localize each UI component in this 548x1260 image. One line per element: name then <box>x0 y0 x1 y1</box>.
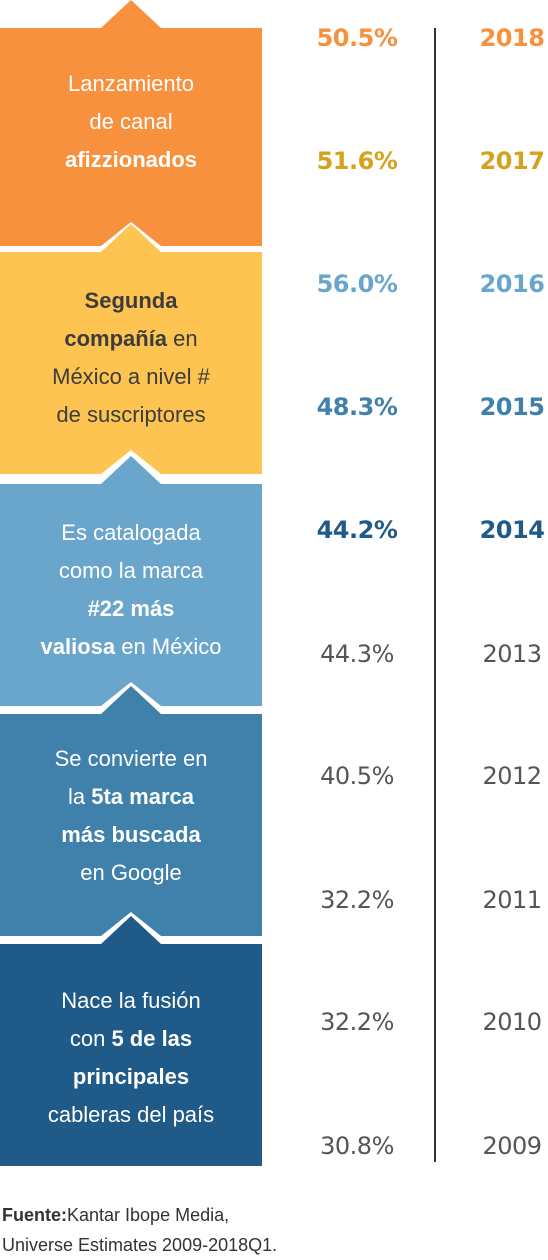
value-2009: 30.8% <box>320 1132 394 1160</box>
milestone-block-2 <box>0 224 262 474</box>
value-2010: 32.2% <box>320 1008 394 1036</box>
value-2012: 40.5% <box>320 762 394 790</box>
milestone-text: como la marca <box>58 558 204 583</box>
milestone-line: valiosa en México <box>0 628 262 666</box>
milestone-bold-text: afizzionados <box>64 147 197 172</box>
milestone-bold-text: 5ta marca <box>91 784 194 809</box>
milestone-text-1: Lanzamiento de canal afizzionados <box>0 65 262 179</box>
milestone-text: Es catalogada <box>61 520 201 545</box>
value-2011: 32.2% <box>320 886 394 914</box>
value-2013: 44.3% <box>320 640 394 668</box>
milestone-line: más buscada <box>0 816 262 854</box>
source-note: Fuente:Kantar Ibope Media, Universe Esti… <box>2 1200 277 1260</box>
milestone-line: México a nivel # <box>0 358 262 396</box>
source-label: Fuente: <box>2 1205 67 1225</box>
milestone-line: afizzionados <box>0 141 262 179</box>
milestone-line: de suscriptores <box>0 396 262 434</box>
year-2012: 2012 <box>482 762 542 790</box>
milestone-text: México a nivel # <box>52 364 210 389</box>
year-2009: 2009 <box>482 1132 542 1160</box>
milestone-line: compañía en <box>0 320 262 358</box>
value-2015: 48.3% <box>316 393 398 421</box>
milestone-block-3 <box>0 456 262 706</box>
milestone-line: con 5 de las <box>0 1020 262 1058</box>
milestone-line: en Google <box>0 854 262 892</box>
source-line2: Universe Estimates 2009-2018Q1. <box>2 1235 278 1255</box>
milestone-line: #22 más <box>0 590 262 628</box>
milestone-text-3: Es catalogada como la marca #22 más valiosa… <box>0 514 262 666</box>
milestone-text: Nace la fusión <box>61 988 201 1013</box>
year-2016: 2016 <box>479 270 545 298</box>
column-divider <box>434 28 436 1162</box>
milestone-text-4: Se convierte en la 5ta marca más buscada en… <box>0 740 262 892</box>
milestone-bold-text: más buscada <box>61 822 201 847</box>
year-2018: 2018 <box>479 24 545 52</box>
year-2015: 2015 <box>479 393 545 421</box>
milestone-line: de canal <box>0 103 262 141</box>
milestone-text: Lanzamiento <box>68 71 194 96</box>
milestone-text: Se convierte en <box>54 746 208 771</box>
milestone-block-5 <box>0 916 262 1166</box>
milestone-text: en Google <box>80 860 182 885</box>
year-2013: 2013 <box>482 640 542 668</box>
milestone-text: en México <box>115 634 222 659</box>
milestone-text: de suscriptores <box>56 402 206 427</box>
milestone-text-5: Nace la fusión con 5 de las principales cab… <box>0 982 262 1134</box>
year-2017: 2017 <box>479 147 545 175</box>
milestone-chevrons <box>0 0 262 1166</box>
milestone-bold-text: Segunda <box>84 288 178 313</box>
milestone-line: Lanzamiento <box>0 65 262 103</box>
milestone-text: de canal <box>89 109 173 134</box>
value-2018: 50.5% <box>316 24 398 52</box>
milestone-bold-text: #22 más <box>87 596 175 621</box>
milestone-line: cableras del país <box>0 1096 262 1134</box>
value-2017: 51.6% <box>316 147 398 175</box>
milestone-bold-text: principales <box>72 1064 190 1089</box>
year-2010: 2010 <box>482 1008 542 1036</box>
milestone-line: Segunda <box>0 282 262 320</box>
year-2014: 2014 <box>479 516 545 544</box>
milestone-line: Se convierte en <box>0 740 262 778</box>
milestone-text: cableras del país <box>47 1102 215 1127</box>
milestone-bold-text: valiosa <box>40 634 116 659</box>
value-2014: 44.2% <box>316 516 398 544</box>
milestone-bold-text: 5 de las <box>111 1026 193 1051</box>
milestone-line: Nace la fusión <box>0 982 262 1020</box>
milestone-text: la <box>68 784 92 809</box>
value-2016: 56.0% <box>316 270 398 298</box>
milestone-line: Es catalogada <box>0 514 262 552</box>
milestone-block-1 <box>0 0 262 246</box>
milestone-text: con <box>69 1026 112 1051</box>
milestone-text: en <box>167 326 198 351</box>
year-2011: 2011 <box>482 886 542 914</box>
milestone-line: principales <box>0 1058 262 1096</box>
milestone-text-2: Segunda compañía en México a nivel # de sus… <box>0 282 262 434</box>
milestone-block-4 <box>0 686 262 936</box>
milestone-bold-text: compañía <box>64 326 168 351</box>
milestone-line: la 5ta marca <box>0 778 262 816</box>
source-line1: Kantar Ibope Media, <box>67 1205 230 1225</box>
milestone-line: como la marca <box>0 552 262 590</box>
